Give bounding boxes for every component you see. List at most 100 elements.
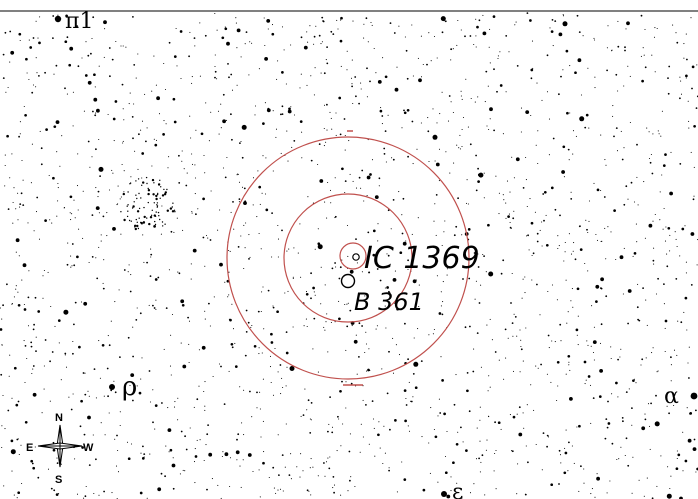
star xyxy=(36,196,39,199)
star xyxy=(35,57,37,59)
star xyxy=(474,298,476,300)
star xyxy=(291,146,293,148)
star xyxy=(18,453,20,456)
star xyxy=(444,220,446,222)
star xyxy=(321,41,323,43)
star xyxy=(112,172,114,174)
star xyxy=(171,210,175,213)
star xyxy=(60,463,62,465)
star xyxy=(231,138,233,141)
star xyxy=(120,233,122,235)
star xyxy=(194,45,196,47)
star xyxy=(216,78,218,80)
star xyxy=(432,333,434,335)
star xyxy=(633,378,635,380)
star xyxy=(537,130,539,132)
star xyxy=(644,28,646,31)
star xyxy=(257,310,260,313)
star xyxy=(84,74,88,77)
star xyxy=(35,350,37,352)
star xyxy=(438,180,440,182)
star xyxy=(520,339,522,341)
star xyxy=(452,48,454,50)
ic1369-marker[interactable] xyxy=(352,253,360,261)
star xyxy=(367,368,370,372)
star xyxy=(87,54,90,57)
star xyxy=(661,174,663,176)
star xyxy=(515,157,520,162)
star xyxy=(512,415,516,419)
star xyxy=(526,205,528,208)
star-alpha-dot[interactable] xyxy=(690,392,698,400)
star xyxy=(469,143,472,146)
star xyxy=(29,46,33,49)
star xyxy=(481,454,484,457)
star xyxy=(230,73,233,76)
star xyxy=(78,345,81,349)
star xyxy=(49,219,51,221)
star xyxy=(369,369,371,372)
b361-marker[interactable] xyxy=(340,273,356,289)
star xyxy=(93,492,95,495)
star xyxy=(213,296,215,298)
star xyxy=(194,455,198,458)
star xyxy=(328,423,330,425)
star xyxy=(595,233,597,236)
star xyxy=(73,323,75,326)
star xyxy=(15,288,17,290)
star xyxy=(407,155,409,158)
star xyxy=(428,442,430,444)
star xyxy=(239,386,241,388)
star xyxy=(211,478,213,480)
star xyxy=(482,14,484,16)
star-rho-dot[interactable] xyxy=(109,384,115,390)
star xyxy=(688,120,690,122)
star xyxy=(489,28,491,30)
star xyxy=(390,228,392,230)
star xyxy=(693,438,696,441)
star xyxy=(682,470,684,472)
star xyxy=(406,108,410,112)
star xyxy=(313,43,315,45)
star xyxy=(530,68,534,72)
star xyxy=(183,168,185,170)
star xyxy=(493,129,495,132)
star xyxy=(182,229,184,231)
star xyxy=(584,262,586,265)
star xyxy=(617,396,619,398)
star xyxy=(375,72,377,74)
star xyxy=(562,15,565,17)
star xyxy=(619,356,621,358)
star xyxy=(559,323,562,326)
star xyxy=(272,306,275,309)
star xyxy=(149,216,153,219)
star xyxy=(593,182,595,184)
star xyxy=(568,361,570,363)
star xyxy=(127,204,129,206)
star xyxy=(386,286,389,289)
star xyxy=(683,311,685,313)
star xyxy=(260,248,262,250)
star xyxy=(416,148,418,150)
star xyxy=(473,43,475,46)
star xyxy=(638,319,641,322)
star xyxy=(57,187,59,189)
star-pi1-dot[interactable] xyxy=(54,15,62,23)
star xyxy=(157,276,160,279)
star xyxy=(369,80,371,83)
star xyxy=(330,202,332,204)
star xyxy=(26,357,28,360)
star xyxy=(190,137,192,139)
star xyxy=(446,494,451,499)
star xyxy=(569,397,573,401)
star-epsilon-dot[interactable] xyxy=(441,491,447,497)
star xyxy=(432,134,438,140)
star xyxy=(150,253,153,256)
star xyxy=(644,413,646,415)
star xyxy=(219,209,221,211)
star xyxy=(35,86,37,88)
star xyxy=(42,297,44,299)
star xyxy=(272,466,275,469)
star xyxy=(486,125,488,127)
star-label-rho: ρ xyxy=(122,372,137,402)
